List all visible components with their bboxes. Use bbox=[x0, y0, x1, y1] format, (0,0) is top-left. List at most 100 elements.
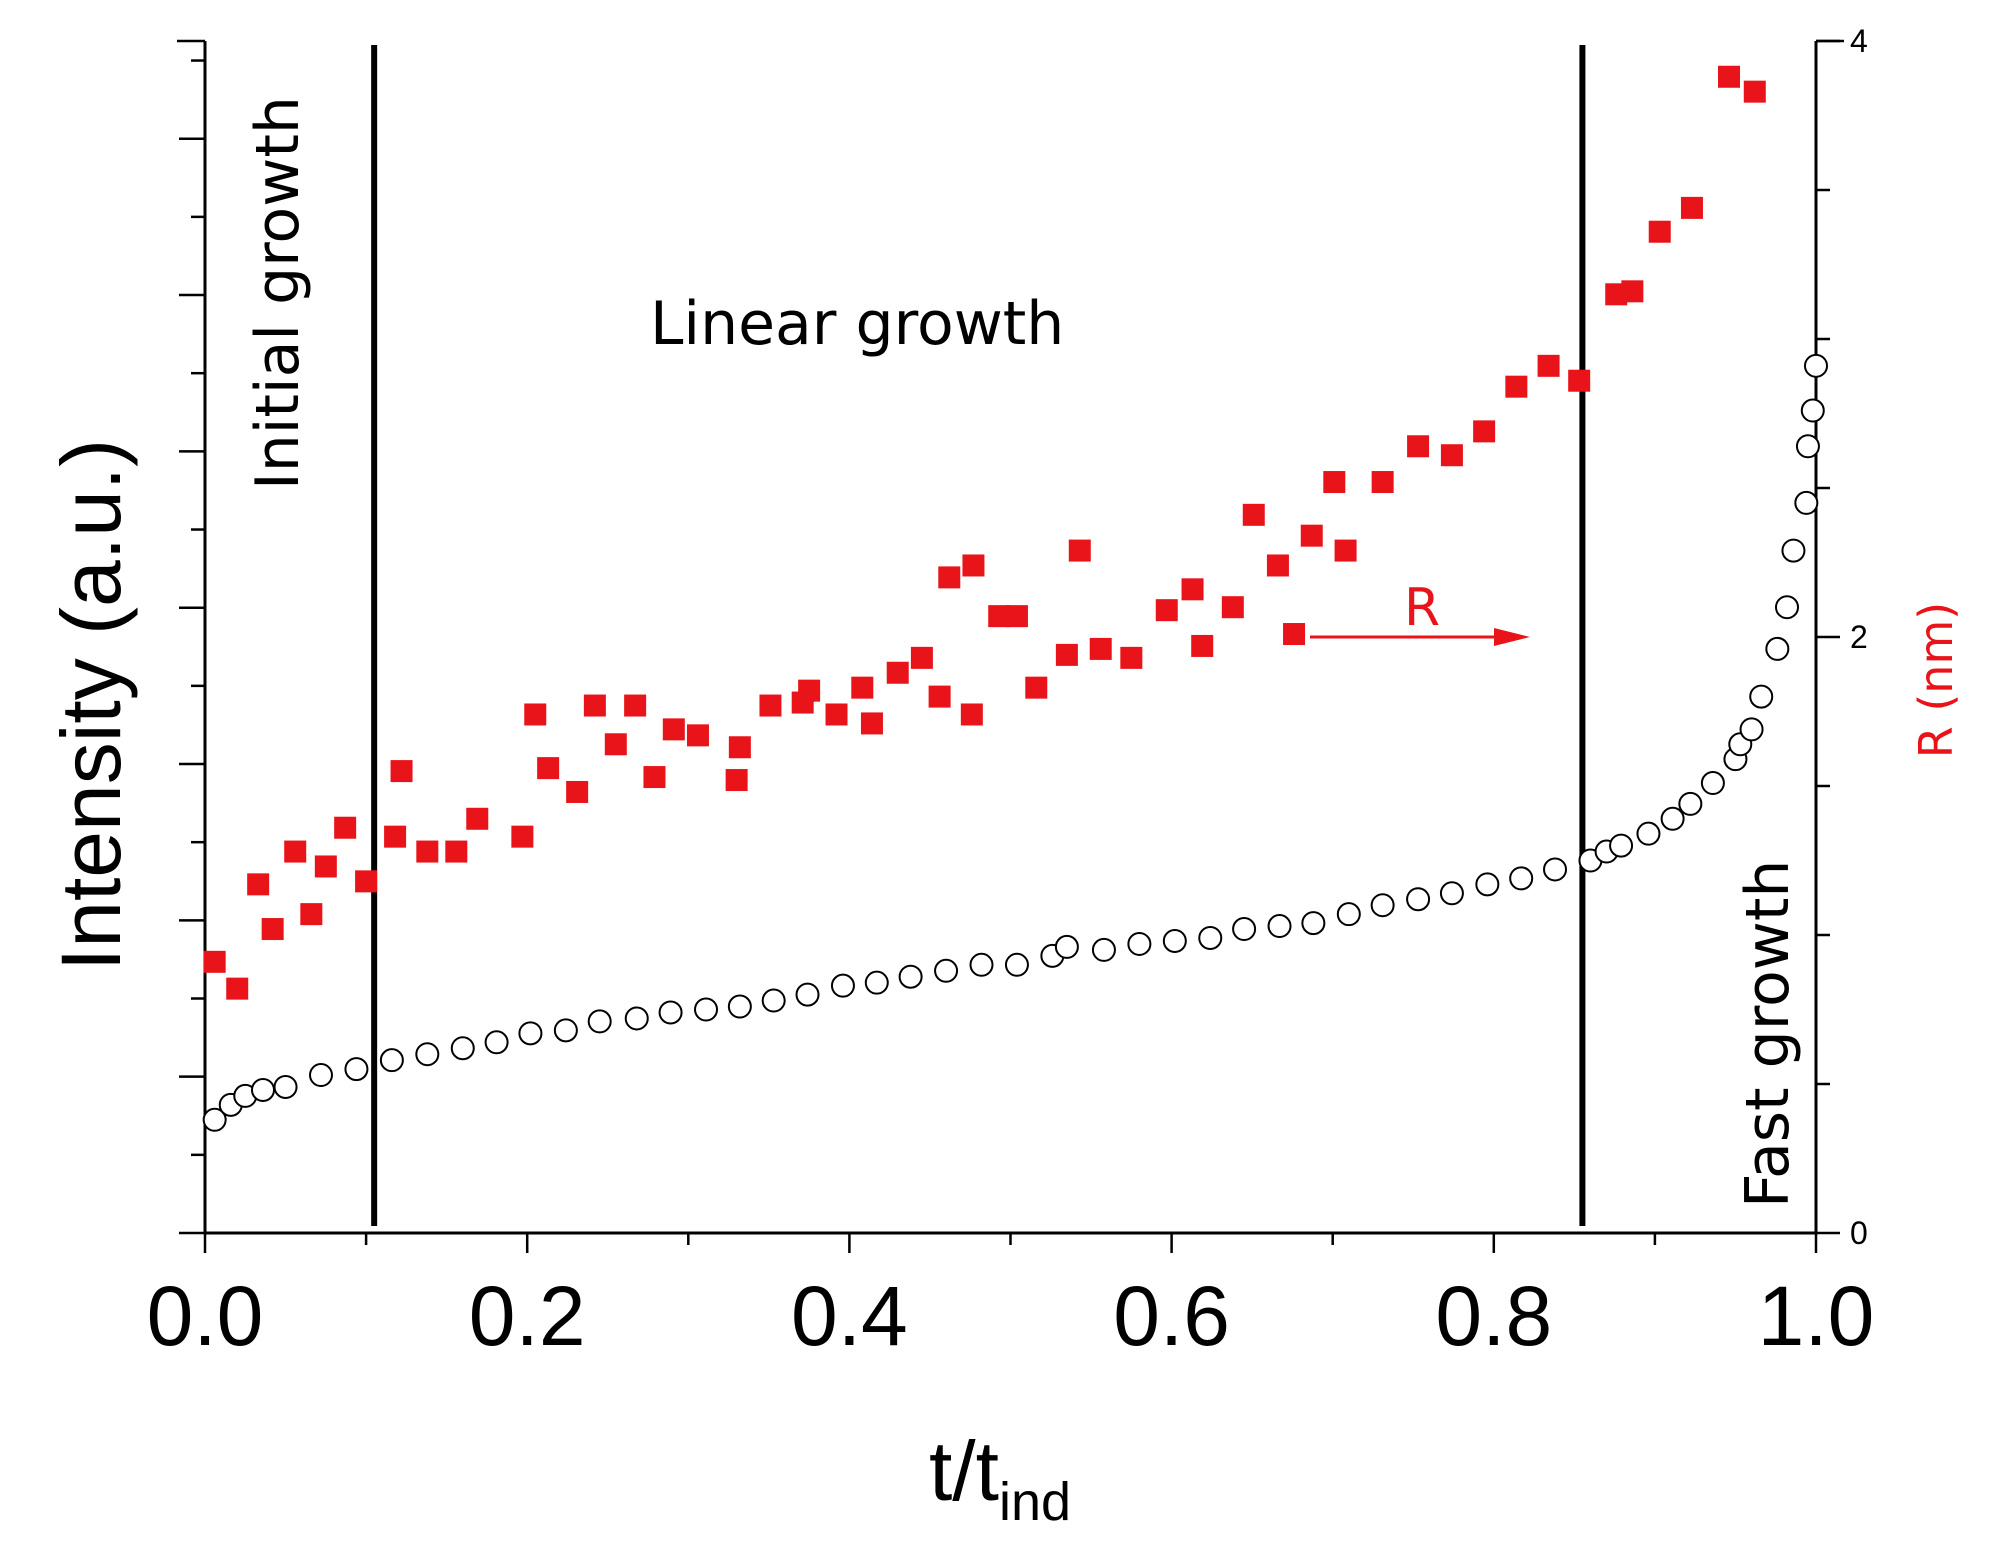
r-point-60 bbox=[1537, 354, 1560, 377]
intensity-point-22 bbox=[898, 964, 923, 989]
intensity-point-3 bbox=[250, 1077, 275, 1102]
r-point-0 bbox=[203, 950, 226, 973]
r-point-36 bbox=[960, 703, 983, 726]
r-point-31 bbox=[860, 712, 883, 735]
r-point-38 bbox=[988, 605, 1011, 628]
intensity-point-59 bbox=[1804, 353, 1828, 378]
r-point-25 bbox=[728, 736, 751, 759]
r-point-48 bbox=[1221, 596, 1244, 619]
r-point-58 bbox=[1473, 420, 1496, 443]
r-point-67 bbox=[1743, 80, 1766, 103]
intensity-point-38 bbox=[1439, 881, 1464, 906]
r-point-28 bbox=[798, 679, 821, 702]
r-point-29 bbox=[825, 703, 848, 726]
x-tick-label-3: 0.6 bbox=[1113, 1269, 1230, 1363]
intensity-point-36 bbox=[1370, 893, 1395, 918]
intensity-point-51 bbox=[1739, 717, 1764, 742]
r-point-20 bbox=[624, 694, 647, 717]
x-tick-label-5: 1.0 bbox=[1758, 1269, 1875, 1363]
intensity-point-34 bbox=[1301, 911, 1326, 936]
intensity-point-32 bbox=[1232, 917, 1257, 942]
intensity-point-56 bbox=[1794, 490, 1819, 515]
r-point-26 bbox=[759, 694, 782, 717]
intensity-point-9 bbox=[450, 1036, 475, 1061]
r-arrow-head bbox=[1494, 628, 1530, 646]
intensity-point-46 bbox=[1660, 806, 1685, 831]
intensity-point-48 bbox=[1700, 771, 1725, 796]
intensity-point-17 bbox=[727, 994, 752, 1019]
y-right-tick-label-2: 4 bbox=[1850, 23, 1868, 59]
r-point-32 bbox=[886, 661, 909, 684]
intensity-point-12 bbox=[553, 1018, 578, 1043]
r-point-46 bbox=[1181, 578, 1204, 601]
r-point-59 bbox=[1505, 375, 1528, 398]
region-dividers bbox=[371, 45, 1586, 1226]
intensity-point-21 bbox=[864, 970, 889, 995]
intensity-point-24 bbox=[969, 952, 994, 977]
r-point-30 bbox=[851, 676, 874, 699]
r-point-50 bbox=[1266, 554, 1289, 577]
x-axis-title: t/tind bbox=[929, 1424, 1071, 1532]
intensity-point-54 bbox=[1775, 595, 1800, 620]
intensity-point-44 bbox=[1609, 833, 1634, 858]
intensity-point-41 bbox=[1543, 857, 1568, 882]
r-point-3 bbox=[261, 918, 284, 941]
y-right-tick-label-0: 0 bbox=[1850, 1215, 1868, 1251]
r-axis-arrow: R bbox=[1310, 578, 1530, 646]
r-point-55 bbox=[1371, 471, 1394, 494]
x-axis-title-main: t/t bbox=[929, 1424, 999, 1518]
r-point-34 bbox=[928, 685, 951, 708]
intensity-point-55 bbox=[1781, 538, 1806, 563]
intensity-point-47 bbox=[1678, 791, 1703, 816]
region-label-initial-growth: Initial growth bbox=[243, 96, 313, 490]
r-point-63 bbox=[1621, 280, 1644, 303]
r-point-9 bbox=[384, 825, 407, 848]
r-point-53 bbox=[1323, 471, 1346, 494]
r-point-21 bbox=[643, 766, 666, 789]
x-tick-label-1: 0.2 bbox=[469, 1269, 586, 1363]
r-point-45 bbox=[1155, 599, 1178, 622]
r-point-15 bbox=[524, 703, 547, 726]
r-point-37 bbox=[962, 554, 985, 577]
r-point-54 bbox=[1334, 539, 1357, 562]
y-axis-title-right: R (nm) bbox=[1909, 602, 1963, 758]
intensity-point-0 bbox=[202, 1107, 227, 1132]
intensity-point-13 bbox=[587, 1009, 612, 1034]
r-point-65 bbox=[1680, 196, 1703, 219]
r-point-66 bbox=[1718, 65, 1741, 88]
r-point-7 bbox=[334, 816, 357, 839]
intensity-point-37 bbox=[1406, 887, 1431, 912]
intensity-point-19 bbox=[795, 982, 820, 1007]
r-point-40 bbox=[1025, 676, 1048, 699]
r-point-11 bbox=[416, 840, 439, 863]
intensity-point-7 bbox=[379, 1048, 404, 1073]
r-point-23 bbox=[686, 724, 709, 747]
intensity-point-45 bbox=[1636, 821, 1661, 846]
intensity-point-33 bbox=[1267, 914, 1292, 939]
r-point-35 bbox=[938, 566, 961, 589]
intensity-point-53 bbox=[1765, 636, 1790, 661]
r-point-10 bbox=[390, 760, 413, 783]
intensity-point-40 bbox=[1509, 866, 1534, 891]
r-point-13 bbox=[466, 807, 489, 830]
intensity-point-27 bbox=[1054, 934, 1079, 959]
r-point-47 bbox=[1191, 634, 1214, 657]
r-point-61 bbox=[1568, 369, 1591, 392]
y-right-tick-label-1: 2 bbox=[1850, 619, 1868, 655]
r-point-4 bbox=[284, 840, 307, 863]
intensity-point-30 bbox=[1162, 928, 1187, 953]
data-marks bbox=[202, 65, 1828, 1132]
x-tick-label-0: 0.0 bbox=[147, 1269, 264, 1363]
intensity-point-58 bbox=[1800, 398, 1825, 423]
r-point-41 bbox=[1055, 643, 1078, 666]
x-tick-label-4: 0.8 bbox=[1435, 1269, 1552, 1363]
intensity-point-25 bbox=[1004, 952, 1029, 977]
r-point-17 bbox=[566, 780, 589, 803]
r-point-49 bbox=[1242, 503, 1265, 526]
intensity-point-15 bbox=[658, 1000, 683, 1025]
intensity-point-31 bbox=[1198, 925, 1223, 950]
r-point-16 bbox=[537, 757, 560, 780]
r-point-18 bbox=[583, 694, 606, 717]
intensity-point-8 bbox=[415, 1042, 440, 1067]
